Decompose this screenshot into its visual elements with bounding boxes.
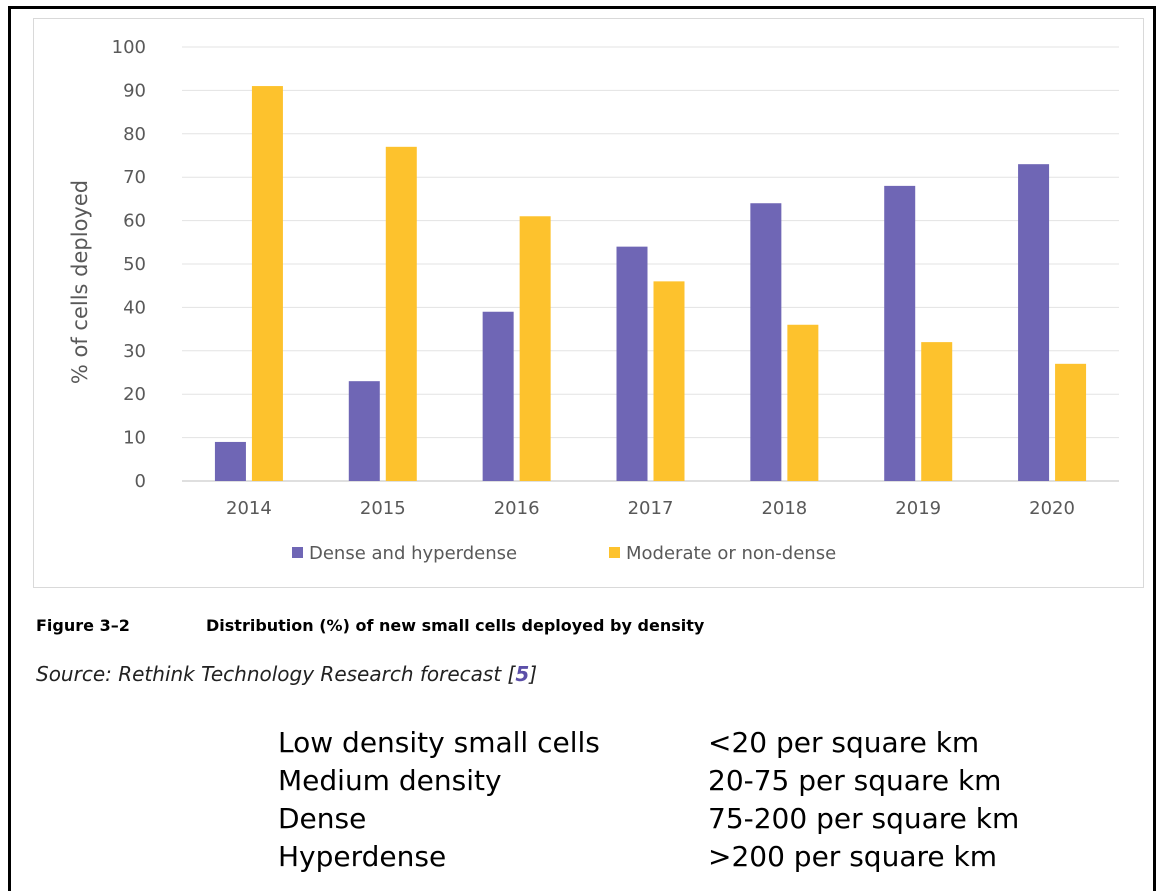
x-tick-label: 2014 <box>226 498 272 519</box>
bar <box>1055 363 1087 481</box>
density-category: Medium density <box>278 764 502 797</box>
bar <box>653 281 685 481</box>
density-range: 75-200 per square km <box>708 802 1020 835</box>
bar <box>348 381 380 481</box>
x-tick-label: 2017 <box>628 498 674 519</box>
y-axis-label: % of cells deployed <box>68 180 92 384</box>
figure-title: Distribution (%) of new small cells depl… <box>206 616 705 635</box>
bar <box>750 203 782 482</box>
bar <box>214 441 246 481</box>
density-row: Low density small cells <20 per square km <box>278 724 1019 762</box>
density-range: 20-75 per square km <box>708 764 1002 797</box>
legend-label: Dense and hyperdense <box>309 543 517 564</box>
x-tick-label: 2018 <box>761 498 807 519</box>
y-tick-label: 80 <box>123 124 146 145</box>
source-line: Source: Rethink Technology Research fore… <box>36 662 537 686</box>
bar <box>884 185 916 481</box>
density-category: Low density small cells <box>278 726 600 759</box>
density-category: Dense <box>278 802 367 835</box>
y-tick-label: 40 <box>123 297 146 318</box>
y-tick-label: 20 <box>123 384 146 405</box>
y-tick-label: 100 <box>112 37 146 58</box>
reference-link[interactable]: 5 <box>515 662 530 686</box>
gridlines <box>182 46 1119 482</box>
bar <box>1018 164 1050 481</box>
bar <box>787 324 819 481</box>
bar <box>616 246 648 481</box>
density-row: Medium density 20-75 per square km <box>278 762 1019 800</box>
y-tick-label: 50 <box>123 254 146 275</box>
source-text: Source: Rethink Technology Research fore… <box>36 662 516 686</box>
y-tick-label: 90 <box>123 80 146 101</box>
bar <box>921 342 953 481</box>
density-range: <20 per square km <box>708 726 980 759</box>
y-axis-ticks: 0 10 20 30 40 50 60 70 80 90 100 <box>112 37 146 492</box>
density-row: Dense 75-200 per square km <box>278 800 1019 838</box>
bar <box>519 216 551 481</box>
x-tick-label: 2020 <box>1029 498 1075 519</box>
density-row: Hyperdense >200 per square km <box>278 838 1019 876</box>
density-category: Hyperdense <box>278 840 447 873</box>
bar <box>482 311 514 481</box>
figure-caption: Figure 3–2 Distribution (%) of new small … <box>36 616 704 635</box>
density-table: Low density small cells <20 per square km… <box>278 724 1019 876</box>
x-axis-ticks: 2014 2015 2016 2017 2018 2019 2020 <box>226 498 1075 519</box>
legend-label: Moderate or non-dense <box>626 543 836 564</box>
figure-frame <box>8 6 1156 891</box>
legend: Dense and hyperdense Moderate or non-dens… <box>292 543 836 564</box>
x-tick-label: 2016 <box>494 498 540 519</box>
y-tick-label: 60 <box>123 211 146 232</box>
y-tick-label: 30 <box>123 341 146 362</box>
bar <box>385 146 417 481</box>
bars <box>214 86 1087 482</box>
legend-swatch <box>609 547 620 558</box>
x-tick-label: 2019 <box>895 498 941 519</box>
legend-swatch <box>292 547 303 558</box>
figure-number: Figure 3–2 <box>36 616 130 635</box>
density-range: >200 per square km <box>708 840 997 873</box>
x-tick-label: 2015 <box>360 498 406 519</box>
chart-area: 0 10 20 30 40 50 60 70 80 90 100 2014 2015 2016 2017 2… <box>33 18 1144 588</box>
y-tick-label: 10 <box>123 428 146 449</box>
source-bracket: ] <box>529 662 538 686</box>
y-tick-label: 0 <box>135 471 146 492</box>
bar <box>251 86 283 481</box>
y-tick-label: 70 <box>123 167 146 188</box>
